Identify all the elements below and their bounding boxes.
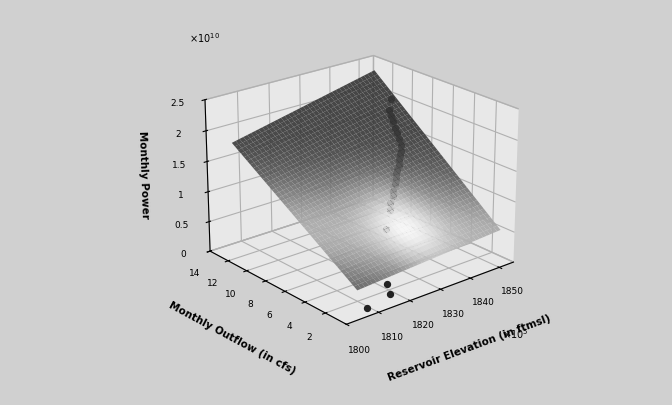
Text: $\times 10^{10}$: $\times 10^{10}$	[190, 32, 220, 45]
X-axis label: Reservoir Elevation (in ftmsl): Reservoir Elevation (in ftmsl)	[386, 313, 552, 383]
Text: $\times 10^{5}$: $\times 10^{5}$	[503, 328, 529, 341]
Y-axis label: Monthly Outflow (in cfs): Monthly Outflow (in cfs)	[167, 300, 298, 376]
